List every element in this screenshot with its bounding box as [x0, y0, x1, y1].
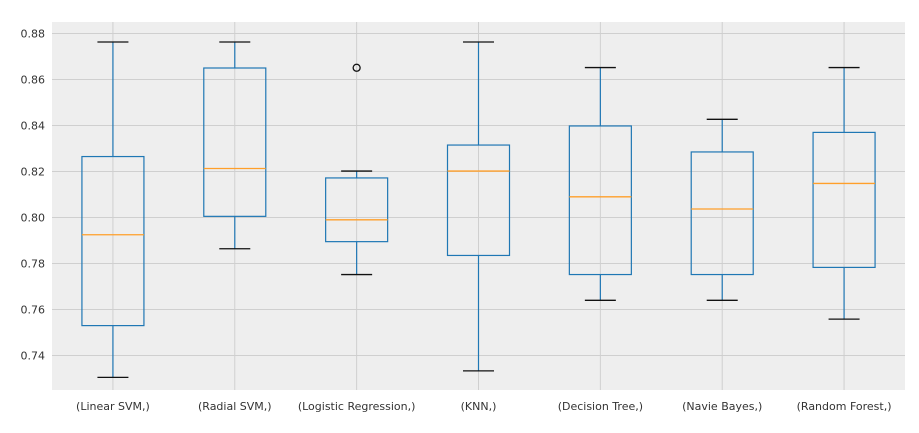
- iqr-box: [203, 67, 267, 217]
- x-tick-label: (Decision Tree,): [558, 400, 643, 413]
- y-tick-label: 0.86: [21, 74, 46, 87]
- box-7: [812, 66, 876, 320]
- y-tick-label: 0.88: [21, 28, 46, 41]
- box-1: [81, 41, 145, 379]
- y-axis: 0.74 0.76 0.78 0.80 0.82 0.84 0.86 0.88: [21, 28, 46, 363]
- x-tick-label: (KNN,): [461, 400, 497, 413]
- x-tick-label: (Navie Bayes,): [682, 400, 762, 413]
- box-2: [203, 41, 267, 250]
- box-3: [325, 63, 389, 276]
- x-tick-label: (Radial SVM,): [198, 400, 272, 413]
- y-tick-label: 0.84: [21, 120, 46, 133]
- y-tick-label: 0.82: [21, 166, 46, 179]
- y-tick-label: 0.76: [21, 304, 46, 317]
- box-4: [446, 41, 511, 372]
- iqr-box: [81, 155, 145, 327]
- box-5: [568, 66, 632, 301]
- outlier-point: [352, 63, 361, 72]
- iqr-box: [812, 131, 876, 269]
- iqr-box: [690, 151, 754, 276]
- y-tick-label: 0.78: [21, 258, 46, 271]
- x-axis: (Linear SVM,) (Radial SVM,) (Logistic Regr…: [76, 400, 891, 413]
- box-6: [690, 118, 754, 301]
- y-tick-label: 0.74: [21, 350, 46, 363]
- iqr-box: [568, 125, 632, 276]
- x-tick-label: (Linear SVM,): [76, 400, 150, 413]
- boxes: [81, 41, 876, 379]
- x-tick-label: (Random Forest,): [797, 400, 892, 413]
- iqr-box: [446, 144, 511, 257]
- x-tick-label: (Logistic Regression,): [298, 400, 416, 413]
- y-tick-label: 0.80: [21, 212, 46, 225]
- iqr-box: [325, 177, 389, 243]
